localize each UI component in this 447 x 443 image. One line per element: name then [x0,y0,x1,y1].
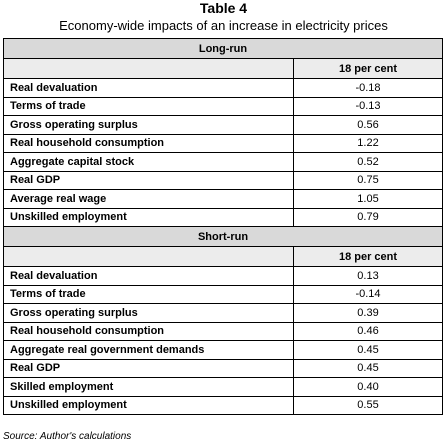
row-value: -0.13 [293,96,443,116]
row-value: -0.18 [293,78,443,98]
row-label: Real devaluation [3,266,294,286]
row-label: Terms of trade [3,284,294,304]
row-label: Real household consumption [3,321,294,341]
table-row: Aggregate capital stock 0.52 [3,152,443,172]
table-row: Real household consumption 1.22 [3,133,443,153]
row-value: 1.22 [293,133,443,153]
row-value: 0.52 [293,152,443,172]
row-value: 0.56 [293,115,443,135]
table-title: Table 4 [199,0,248,16]
table-row: Unskilled employment 0.79 [3,207,443,227]
section-header-row: Short-run [3,226,443,247]
table-row: Unskilled employment 0.55 [3,395,443,415]
row-value: 0.75 [293,170,443,190]
table: Long-run 18 per cent Real devaluation -0.18… [3,38,443,415]
table-row: Terms of trade -0.14 [3,284,443,304]
section-header: Long-run [3,38,443,59]
table-row: Terms of trade -0.13 [3,96,443,116]
row-value: 0.13 [293,266,443,286]
table-body: Long-run 18 per cent Real devaluation -0.18… [3,38,443,415]
table-row: Real GDP 0.75 [3,170,443,190]
row-value: 0.45 [293,340,443,360]
row-value: 1.05 [293,189,443,209]
row-label: Real devaluation [3,78,294,98]
row-label: Gross operating surplus [3,303,294,323]
row-label: Gross operating surplus [3,115,294,135]
row-value: 0.39 [293,303,443,323]
row-value: -0.14 [293,284,443,304]
row-label: Unskilled employment [3,395,294,415]
source-note: Source: Author's calculations [3,431,132,442]
section-header-row: Long-run [3,38,443,59]
row-label: Real GDP [3,170,294,190]
row-value: 0.79 [293,207,443,227]
column-header: 18 per cent [293,246,443,267]
table-row: Aggregate real government demands 0.45 [3,340,443,360]
blank-cell [3,58,294,79]
column-header-row: 18 per cent [3,58,443,79]
row-value: 0.55 [293,395,443,415]
table-row: Real devaluation -0.18 [3,78,443,98]
row-label: Real household consumption [3,133,294,153]
section-header: Short-run [3,226,443,247]
row-value: 0.46 [293,321,443,341]
row-value: 0.40 [293,377,443,397]
row-label: Real GDP [3,358,294,378]
row-label: Aggregate real government demands [3,340,294,360]
table-row: Real devaluation 0.13 [3,266,443,286]
table-row: Gross operating surplus 0.56 [3,115,443,135]
blank-cell [3,246,294,267]
table-row: Gross operating surplus 0.39 [3,303,443,323]
table-subtitle: Economy-wide impacts of an increase in e… [59,18,388,33]
column-header: 18 per cent [293,58,443,79]
row-value: 0.45 [293,358,443,378]
row-label: Average real wage [3,189,294,209]
table-row: Real household consumption 0.46 [3,321,443,341]
column-header-row: 18 per cent [3,246,443,267]
row-label: Skilled employment [3,377,294,397]
table-row: Skilled employment 0.40 [3,377,443,397]
table-row: Average real wage 1.05 [3,189,443,209]
row-label: Unskilled employment [3,207,294,227]
row-label: Aggregate capital stock [3,152,294,172]
table-row: Real GDP 0.45 [3,358,443,378]
row-label: Terms of trade [3,96,294,116]
